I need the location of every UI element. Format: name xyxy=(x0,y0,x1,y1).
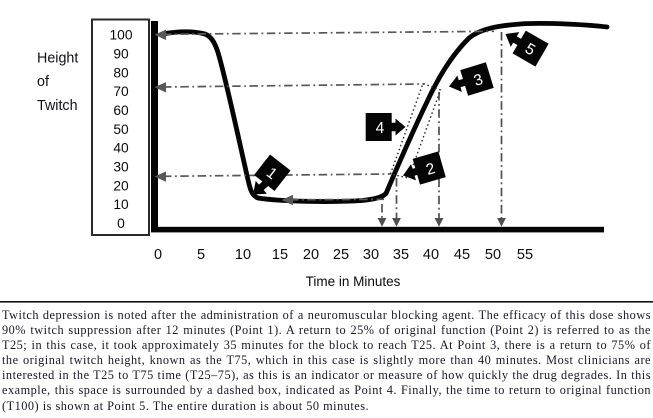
svg-text:55: 55 xyxy=(517,247,533,263)
svg-text:70: 70 xyxy=(113,84,129,99)
svg-text:40: 40 xyxy=(423,247,439,263)
svg-text:20: 20 xyxy=(113,178,129,193)
svg-text:40: 40 xyxy=(113,141,129,156)
svg-text:35: 35 xyxy=(393,247,409,263)
svg-text:Height: Height xyxy=(37,51,78,67)
svg-text:25: 25 xyxy=(333,247,349,263)
svg-text:50: 50 xyxy=(485,247,501,263)
svg-text:Time in Minutes: Time in Minutes xyxy=(306,274,401,289)
svg-text:of: of xyxy=(37,74,49,90)
svg-text:90: 90 xyxy=(113,46,129,61)
svg-text:20: 20 xyxy=(303,247,319,263)
svg-text:45: 45 xyxy=(454,247,470,263)
svg-text:60: 60 xyxy=(113,103,129,118)
svg-text:30: 30 xyxy=(363,247,379,263)
svg-text:30: 30 xyxy=(113,160,129,175)
svg-text:5: 5 xyxy=(197,247,205,263)
svg-text:15: 15 xyxy=(272,247,288,263)
svg-text:10: 10 xyxy=(235,247,251,263)
svg-text:100: 100 xyxy=(109,28,132,43)
svg-text:Twitch: Twitch xyxy=(37,98,78,114)
svg-text:0: 0 xyxy=(117,216,125,231)
svg-text:80: 80 xyxy=(113,65,129,80)
svg-text:10: 10 xyxy=(113,197,129,212)
svg-text:50: 50 xyxy=(113,122,129,137)
svg-text:0: 0 xyxy=(154,247,162,263)
svg-text:4: 4 xyxy=(376,120,385,137)
